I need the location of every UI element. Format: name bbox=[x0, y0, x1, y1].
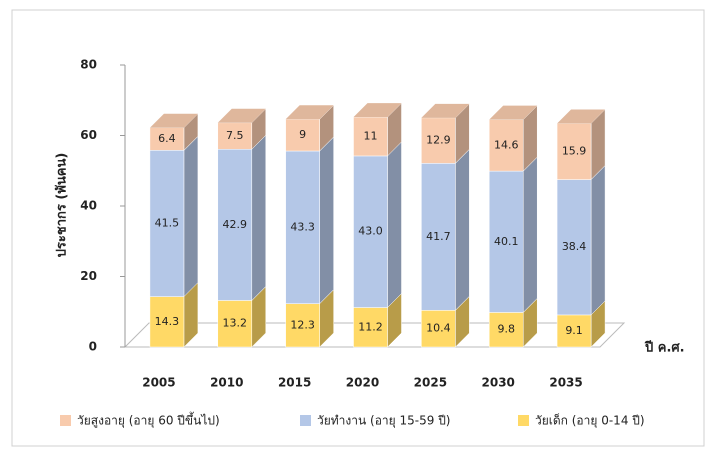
y-tick-label: 0 bbox=[89, 340, 97, 354]
value-label: 12.3 bbox=[290, 318, 315, 331]
value-label: 41.7 bbox=[426, 230, 451, 243]
legend-swatch bbox=[300, 415, 311, 426]
legend-label: วัยสูงอายุ (อายุ 60 ปีขึ้นไป) bbox=[77, 412, 220, 429]
x-tick-label: 2020 bbox=[346, 376, 379, 390]
value-label: 11.2 bbox=[358, 320, 383, 333]
y-axis-title: ประชากร (พันคน) bbox=[55, 153, 70, 258]
x-tick-label: 2010 bbox=[210, 376, 243, 390]
bar-side bbox=[523, 157, 537, 312]
legend-label: วัยเด็ก (อายุ 0-14 ปี) bbox=[535, 413, 645, 429]
value-label: 43.0 bbox=[358, 225, 383, 238]
y-tick-label: 20 bbox=[80, 269, 97, 283]
value-label: 40.1 bbox=[494, 235, 519, 248]
x-tick-label: 2025 bbox=[414, 376, 447, 390]
legend-swatch bbox=[60, 415, 71, 426]
bar-side bbox=[320, 137, 334, 304]
x-tick-label: 2030 bbox=[482, 376, 515, 390]
x-tick-label: 2035 bbox=[549, 376, 582, 390]
legend-label: วัยทำงาน (อายุ 15-59 ปี) bbox=[317, 414, 451, 429]
value-label: 43.3 bbox=[290, 220, 315, 233]
y-tick-label: 80 bbox=[80, 58, 97, 72]
y-tick-label: 60 bbox=[80, 128, 97, 142]
value-label: 7.5 bbox=[226, 129, 244, 142]
legend-swatch bbox=[518, 415, 529, 426]
bar-side bbox=[455, 149, 469, 310]
value-label: 12.9 bbox=[426, 134, 451, 147]
chart: ประชากร (พันคน) ปี ค.ศ. 0 20 40 60 80 14.3 41.… bbox=[0, 0, 713, 453]
bar-side bbox=[184, 136, 198, 296]
bar-side bbox=[591, 166, 605, 315]
value-label: 42.9 bbox=[223, 218, 248, 231]
value-label: 14.6 bbox=[494, 138, 519, 151]
value-label: 9 bbox=[299, 128, 306, 141]
value-label: 6.4 bbox=[158, 132, 176, 145]
value-label: 41.5 bbox=[155, 216, 180, 229]
x-axis-title: ปี ค.ศ. bbox=[644, 340, 685, 356]
bar-side bbox=[252, 135, 266, 300]
x-tick-label: 2005 bbox=[142, 376, 175, 390]
value-label: 13.2 bbox=[223, 317, 248, 330]
bar-side bbox=[388, 142, 402, 308]
value-label: 11 bbox=[364, 130, 378, 143]
value-label: 38.4 bbox=[562, 240, 587, 253]
value-label: 15.9 bbox=[562, 145, 587, 158]
y-tick-label: 40 bbox=[80, 199, 97, 213]
x-tick-label: 2015 bbox=[278, 376, 311, 390]
value-label: 9.8 bbox=[497, 323, 515, 336]
value-label: 14.3 bbox=[155, 315, 180, 328]
value-label: 10.4 bbox=[426, 322, 451, 335]
value-label: 9.1 bbox=[565, 324, 583, 337]
